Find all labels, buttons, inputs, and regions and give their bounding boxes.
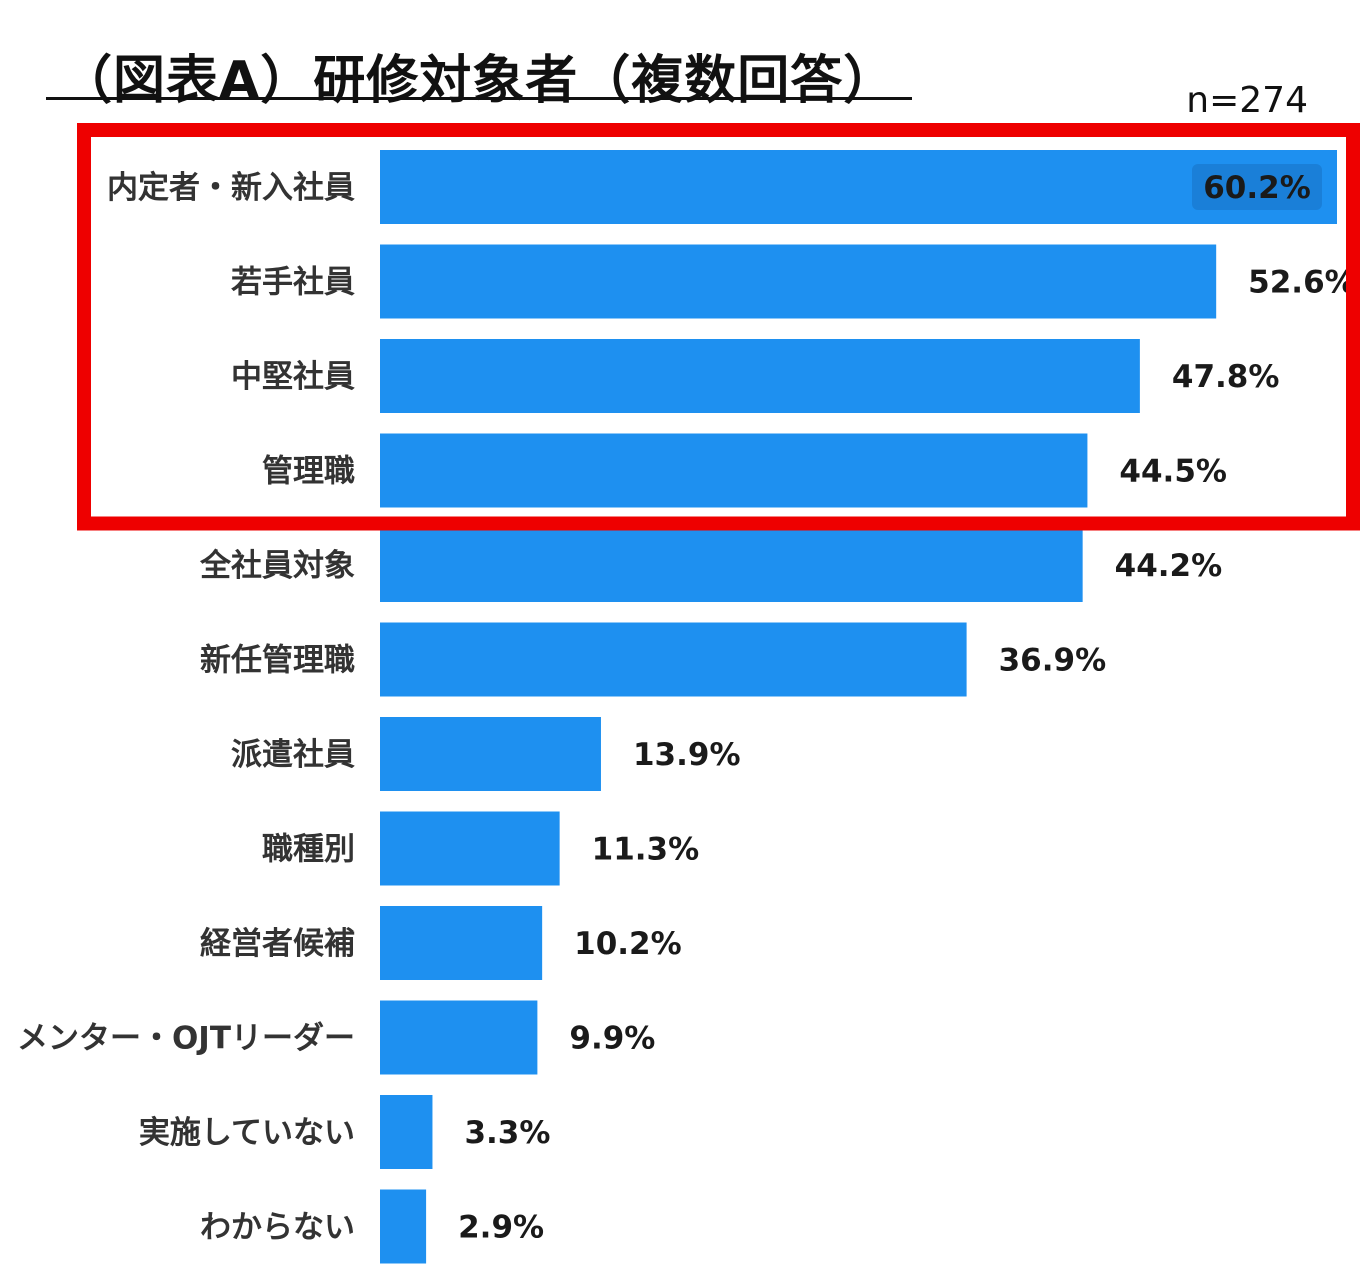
bar-5	[380, 622, 967, 697]
category-label-10: 実施していない	[139, 1115, 355, 1151]
value-label-background-0	[1192, 164, 1322, 210]
bar-4	[380, 528, 1083, 602]
value-label-4: 44.2%	[1115, 548, 1223, 584]
sample-size-label: n=274	[1186, 80, 1308, 121]
value-label-9: 9.9%	[569, 1021, 655, 1057]
category-label-6: 派遣社員	[231, 737, 355, 773]
bar-9	[380, 1000, 538, 1075]
category-labels-group: 内定者・新入社員若手社員中堅社員管理職全社員対象新任管理職派遣社員職種別経営者候…	[17, 170, 355, 1246]
chart-title: （図表A）研修対象者（複数回答）	[60, 51, 897, 111]
category-label-2: 中堅社員	[231, 359, 355, 395]
value-label-8: 10.2%	[574, 926, 682, 962]
bar-3	[380, 433, 1088, 508]
value-label-7: 11.3%	[592, 832, 700, 868]
value-label-10: 3.3%	[464, 1115, 550, 1151]
category-label-0: 内定者・新入社員	[107, 170, 355, 206]
value-label-11: 2.9%	[458, 1210, 544, 1246]
bar-10	[380, 1095, 433, 1169]
category-label-8: 経営者候補	[200, 926, 355, 962]
bar-0	[380, 150, 1337, 224]
bar-2	[380, 339, 1140, 413]
category-label-5: 新任管理職	[200, 643, 355, 679]
value-label-3: 44.5%	[1119, 454, 1227, 490]
value-label-5: 36.9%	[999, 643, 1107, 679]
bar-11	[380, 1189, 427, 1264]
bar-6	[380, 717, 601, 791]
bar-7	[380, 811, 560, 886]
value-label-1: 52.6%	[1248, 265, 1356, 301]
bars-group	[380, 150, 1337, 1264]
highlight-box	[77, 123, 1360, 531]
category-label-7: 職種別	[262, 832, 355, 868]
value-labels-group: 60.2% 52.6% 47.8% 44.5% 44.2% 36.9% 13.9% 11.3%…	[458, 164, 1356, 1246]
bar-1	[380, 244, 1217, 319]
category-label-1: 若手社員	[231, 265, 355, 301]
title-underline	[46, 97, 912, 100]
category-label-9: メンター・OJTリーダー	[17, 1021, 355, 1057]
value-label-0: 60.2%	[1203, 170, 1311, 206]
category-label-4: 全社員対象	[199, 548, 355, 584]
category-label-11: わからない	[200, 1210, 355, 1246]
category-label-3: 管理職	[262, 454, 355, 490]
value-label-6: 13.9%	[633, 737, 741, 773]
bar-8	[380, 906, 543, 980]
value-label-2: 47.8%	[1172, 359, 1280, 395]
